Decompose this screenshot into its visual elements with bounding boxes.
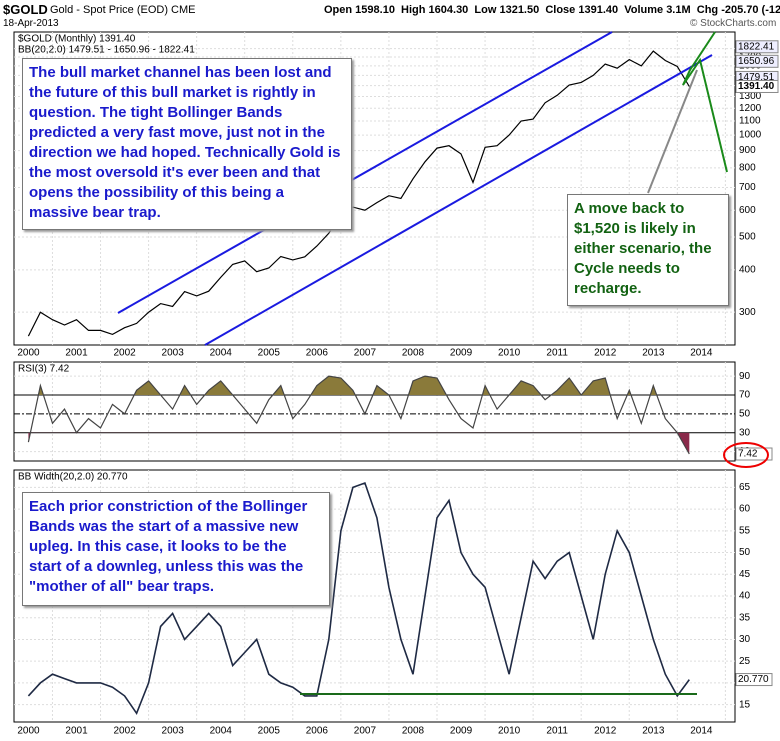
- y-tick-label: 25: [739, 656, 751, 667]
- y-tick-label: 45: [739, 569, 751, 580]
- x-tick-label: 2014: [690, 348, 713, 359]
- x-tick-label: 2000: [17, 726, 40, 737]
- series-line: [27, 481, 690, 715]
- x-tick-label: 2004: [210, 348, 233, 359]
- x-tick-label: 2001: [65, 348, 88, 359]
- x-tick-label: 2012: [594, 348, 617, 359]
- pointer: [647, 69, 698, 194]
- highlight-circle: [723, 442, 769, 468]
- y-tick-label: 70: [739, 390, 751, 401]
- y-tick-label: 65: [739, 482, 751, 493]
- security-name: Gold - Spot Price (EOD) CME: [50, 4, 196, 16]
- x-tick-label: 2007: [354, 348, 377, 359]
- credit: © StockCharts.com: [690, 18, 777, 29]
- x-tick-label: 2004: [210, 726, 233, 737]
- price-label: 1479.51: [738, 72, 775, 83]
- y-tick-label: 35: [739, 612, 751, 623]
- x-tick-label: 2005: [258, 348, 281, 359]
- x-tick-label: 2010: [498, 348, 521, 359]
- projection-up: [682, 31, 716, 86]
- x-tick-label: 2006: [306, 726, 329, 737]
- y-tick-label: 1000: [739, 130, 762, 141]
- y-tick-label: 50: [739, 547, 751, 558]
- legend-entry: $GOLD (Monthly) 1391.40: [18, 34, 136, 45]
- price-label: 1391.40: [738, 81, 775, 92]
- x-tick-label: 2005: [258, 726, 281, 737]
- x-tick-label: 2008: [402, 726, 425, 737]
- x-tick-label: 2002: [113, 348, 136, 359]
- x-tick-label: 2009: [450, 348, 473, 359]
- y-tick-label: 40: [739, 591, 751, 602]
- x-tick-label: 2009: [450, 726, 473, 737]
- y-tick-label: 600: [739, 205, 756, 216]
- y-tick-label: 50: [739, 408, 751, 419]
- x-tick-label: 2013: [642, 348, 665, 359]
- price-label: 1650.96: [738, 56, 775, 67]
- last-value-label: 7.42: [738, 449, 758, 460]
- series-line: [27, 375, 690, 455]
- x-tick-label: 2001: [65, 726, 88, 737]
- x-tick-label: 2012: [594, 726, 617, 737]
- legend-entry: RSI(3) 7.42: [18, 364, 70, 375]
- series-line: [27, 50, 690, 337]
- y-tick-label: 90: [739, 371, 751, 382]
- x-tick-label: 2008: [402, 348, 425, 359]
- legend-entry: BB Width(20,2.0) 20.770: [18, 472, 128, 483]
- x-tick-label: 2003: [162, 726, 185, 737]
- x-tick-label: 2002: [113, 726, 136, 737]
- x-tick-label: 2014: [690, 726, 713, 737]
- y-tick-label: 700: [739, 182, 756, 193]
- quote: Open 1598.10 High 1604.30 Low 1321.50 Cl…: [324, 4, 780, 16]
- x-tick-label: 2013: [642, 726, 665, 737]
- annotation: A move back to $1,520 is likely in eithe…: [567, 194, 729, 306]
- annotation: Each prior constriction of the Bollinger…: [22, 492, 330, 606]
- last-value-box: [735, 447, 773, 461]
- price-label-box: [735, 54, 779, 68]
- x-tick-label: 2000: [17, 348, 40, 359]
- y-tick-label: 500: [739, 232, 756, 243]
- y-tick-label: 1100: [739, 116, 761, 127]
- channel-lower: [204, 54, 713, 346]
- y-tick-label: 900: [739, 145, 756, 156]
- symbol: $GOLD: [3, 2, 48, 17]
- y-tick-label: 400: [739, 264, 756, 275]
- x-tick-label: 2006: [306, 348, 329, 359]
- channel-upper: [117, 31, 613, 314]
- y-tick-label: 800: [739, 163, 756, 174]
- last-value-label: 20.770: [738, 674, 769, 685]
- y-tick-label: 55: [739, 525, 751, 536]
- x-tick-label: 2011: [546, 348, 568, 359]
- legend-entry: BB(20,2.0) 1479.51 - 1650.96 - 1822.41: [18, 45, 195, 56]
- y-tick-label: 30: [739, 634, 751, 645]
- y-tick-label: 300: [739, 307, 756, 318]
- y-tick-label: 15: [739, 699, 751, 710]
- projection-down: [682, 57, 728, 173]
- price-label-box: [735, 40, 779, 54]
- y-tick-label: 1300: [739, 91, 762, 102]
- x-tick-label: 2007: [354, 726, 377, 737]
- overbought-fill: [28, 376, 690, 395]
- price-label: 1822.41: [738, 41, 775, 52]
- last-value-box: [735, 673, 773, 687]
- price-label-box: [735, 79, 779, 93]
- x-tick-label: 2003: [162, 348, 185, 359]
- annotation: The bull market channel has been lost an…: [22, 58, 352, 230]
- x-tick-label: 2011: [546, 726, 568, 737]
- y-tick-label: 1200: [739, 103, 762, 114]
- x-tick-label: 2010: [498, 726, 521, 737]
- y-tick-label: 30: [739, 427, 751, 438]
- y-tick-label: 60: [739, 504, 751, 515]
- date: 18-Apr-2013: [3, 18, 59, 29]
